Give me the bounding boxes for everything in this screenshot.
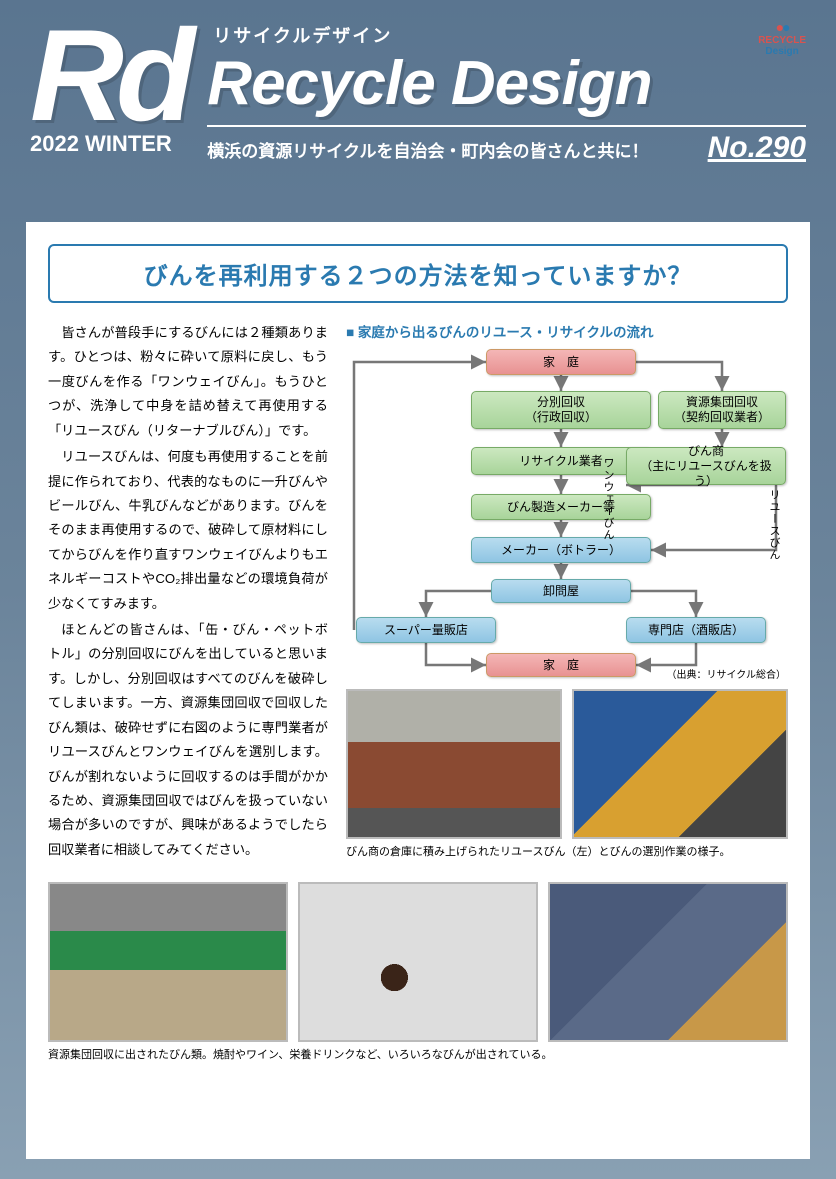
season-label: 2022 WINTER	[30, 131, 187, 157]
flow-arrow	[631, 591, 696, 617]
mid-photo-row	[346, 689, 788, 839]
photo-sorting	[572, 689, 788, 839]
flow-arrow	[426, 643, 486, 665]
flow-node-group: 資源集団回収 （契約回収業者）	[658, 391, 786, 429]
photo-collection-3	[548, 882, 788, 1042]
photo-collection-2	[298, 882, 538, 1042]
article-headline-box: びんを再利用する２つの方法を知っていますか？	[48, 244, 788, 303]
flow-node-senmon: 専門店（酒販店）	[626, 617, 766, 643]
flow-arrow	[426, 591, 491, 617]
body-paragraph: ほとんどの皆さんは、「缶・びん・ペットボトル」の分別回収にびんを出していると思い…	[48, 618, 328, 862]
flowchart-credit: （出典：リサイクル総合）	[667, 666, 787, 681]
bottom-photo-row	[48, 882, 788, 1042]
magazine-header: ●● RECYCLE Design Rd 2022 WINTER リサイクルデザ…	[0, 0, 836, 220]
corner-logo-bottom: Design	[758, 46, 806, 57]
flow-node-binshou: びん商 （主にリユースびんを扱う）	[626, 447, 786, 485]
main-title: Recycle Design	[207, 48, 806, 119]
flowchart-title: 家庭から出るびんのリユース・リサイクルの流れ	[346, 321, 788, 341]
rd-logo: Rd	[30, 20, 187, 131]
flow-node-bottler: メーカー（ボトラー）	[471, 537, 651, 563]
article-card: びんを再利用する２つの方法を知っていますか？ 皆さんが普段手にするびんには２種類…	[26, 222, 810, 1159]
flow-arrow	[636, 643, 696, 665]
flow-node-home_bot: 家 庭	[486, 653, 636, 677]
flow-side-label: ワンウェイびん	[600, 457, 616, 541]
article-headline: びんを再利用する２つの方法を知っていますか？	[144, 263, 693, 290]
corner-recycle-logo: ●● RECYCLE Design	[758, 20, 806, 57]
title-kana: リサイクルデザイン	[213, 22, 806, 48]
body-paragraph: リユースびんは、何度も再使用することを前提に作られており、代表的なものに一升びん…	[48, 445, 328, 616]
flowchart-column: 家庭から出るびんのリユース・リサイクルの流れ （出典：リサイクル総合） 家 庭分…	[346, 321, 788, 864]
corner-logo-top: RECYCLE	[758, 35, 806, 46]
flow-node-home_top: 家 庭	[486, 349, 636, 375]
photo-collection-1	[48, 882, 288, 1042]
issue-number: No.290	[708, 131, 806, 165]
flowchart-canvas: （出典：リサイクル総合） 家 庭分別回収 （行政回収）資源集団回収 （契約回収業…	[346, 349, 786, 679]
mid-photo-caption: びん商の倉庫に積み上げられたリユースびん（左）とびんの選別作業の様子。	[346, 845, 788, 860]
flow-node-super: スーパー量販店	[356, 617, 496, 643]
flow-node-recycler: リサイクル業者	[471, 447, 651, 475]
body-text-column: 皆さんが普段手にするびんには２種類あります。ひとつは、粉々に砕いて原料に戻し、も…	[48, 321, 328, 864]
flow-node-wholesale: 卸問屋	[491, 579, 631, 603]
body-paragraph: 皆さんが普段手にするびんには２種類あります。ひとつは、粉々に砕いて原料に戻し、も…	[48, 321, 328, 443]
flow-node-maker_glass: びん製造メーカー等	[471, 494, 651, 520]
tagline: 横浜の資源リサイクルを自治会・町内会の皆さんと共に！	[207, 137, 648, 162]
flow-arrow	[636, 362, 722, 391]
flow-node-sort: 分別回収 （行政回収）	[471, 391, 651, 429]
photo-warehouse	[346, 689, 562, 839]
bottom-photo-caption: 資源集団回収に出されたびん類。焼酎やワイン、栄養ドリンクなど、いろいろなびんが出…	[48, 1048, 788, 1063]
flow-side-label: リユースびん	[766, 489, 782, 561]
